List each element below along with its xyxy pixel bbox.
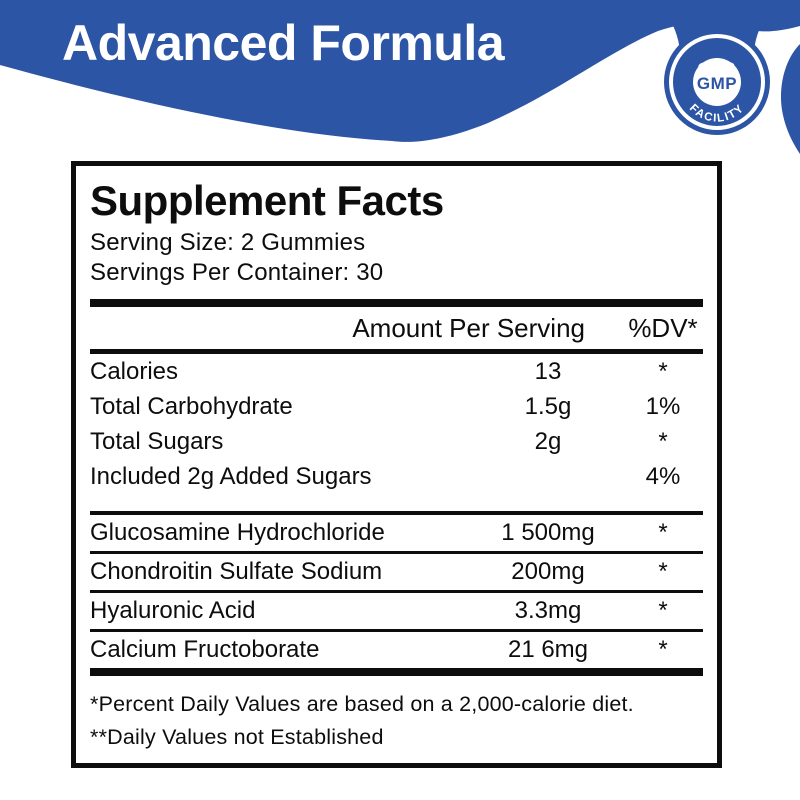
header-amount-per-serving: Amount Per Serving bbox=[352, 312, 585, 343]
divider-thick-top bbox=[90, 299, 703, 308]
row-amount: 1 500mg bbox=[501, 519, 595, 547]
row-name: Total Sugars bbox=[90, 427, 224, 455]
table-header-row: Amount Per Serving %DV* bbox=[90, 307, 703, 349]
row-dv: 1% bbox=[645, 392, 681, 420]
footnote-line: **Daily Values not Established bbox=[90, 725, 384, 750]
panel-title: Supplement Facts bbox=[90, 177, 444, 224]
table-row: Chondroitin Sulfate Sodium 200mg * bbox=[90, 554, 703, 594]
badge-inner-disc bbox=[693, 58, 741, 106]
row-dv: * bbox=[658, 597, 668, 625]
row-amount: 2g bbox=[534, 427, 562, 455]
table-row: Glucosamine Hydrochloride 1 500mg * bbox=[90, 515, 703, 555]
wave-shape bbox=[0, 0, 800, 142]
table-row: Calories 13 * bbox=[90, 354, 703, 389]
ingredient-rows: Glucosamine Hydrochloride 1 500mg * Chon… bbox=[90, 515, 703, 668]
row-name: Calories bbox=[90, 357, 179, 385]
table-row: Hyaluronic Acid 3.3mg * bbox=[90, 593, 703, 633]
divider-medium-header bbox=[90, 349, 703, 355]
row-dv: 4% bbox=[645, 462, 681, 490]
row-name: Glucosamine Hydrochloride bbox=[90, 519, 385, 547]
table-row: Calcium Fructoborate 21 6mg * bbox=[90, 632, 703, 668]
row-dv: * bbox=[658, 427, 668, 455]
row-name: Included 2g Added Sugars bbox=[90, 462, 372, 490]
row-dv: * bbox=[658, 519, 668, 547]
row-amount: 3.3mg bbox=[514, 597, 582, 625]
badge-center-text: GMP bbox=[697, 74, 737, 93]
servings-per-container: Servings Per Container: 30 bbox=[90, 259, 384, 287]
divider-medium-ingredients bbox=[90, 511, 703, 516]
badge-ring bbox=[669, 34, 765, 130]
table-row: Included 2g Added Sugars 4% bbox=[90, 459, 703, 494]
row-amount: 21 6mg bbox=[507, 636, 589, 664]
row-name: Total Carbohydrate bbox=[90, 392, 293, 420]
header-dv: %DV* bbox=[628, 312, 698, 343]
row-dv: * bbox=[658, 357, 668, 385]
banner-title: Advanced Formula bbox=[62, 15, 505, 71]
corner-shape bbox=[780, 44, 800, 154]
supplement-facts-panel: Supplement Facts Serving Size: 2 Gummies… bbox=[71, 161, 722, 768]
row-name: Chondroitin Sulfate Sodium bbox=[90, 558, 383, 586]
row-name: Calcium Fructoborate bbox=[90, 636, 320, 664]
row-amount: 1.5g bbox=[524, 392, 572, 420]
table-row: Total Sugars 2g * bbox=[90, 424, 703, 459]
row-dv: * bbox=[658, 558, 668, 586]
table-row: Total Carbohydrate 1.5g 1% bbox=[90, 389, 703, 424]
row-dv: * bbox=[658, 636, 668, 664]
footnote-line: *Percent Daily Values are based on a 2,0… bbox=[90, 692, 634, 717]
serving-size: Serving Size: 2 Gummies bbox=[90, 229, 366, 257]
banner-wave-graphic: GMP FACILITY GMP bbox=[0, 0, 800, 154]
row-amount: 200mg bbox=[511, 558, 585, 586]
nutrient-rows: Calories 13 * Total Carbohydrate 1.5g 1%… bbox=[90, 354, 703, 494]
footnotes: *Percent Daily Values are based on a 2,0… bbox=[90, 688, 703, 754]
row-name: Hyaluronic Acid bbox=[90, 597, 256, 625]
divider-thick-bottom bbox=[90, 668, 703, 677]
row-amount: 13 bbox=[534, 357, 562, 385]
serving-info: Serving Size: 2 Gummies Servings Per Con… bbox=[90, 228, 703, 288]
